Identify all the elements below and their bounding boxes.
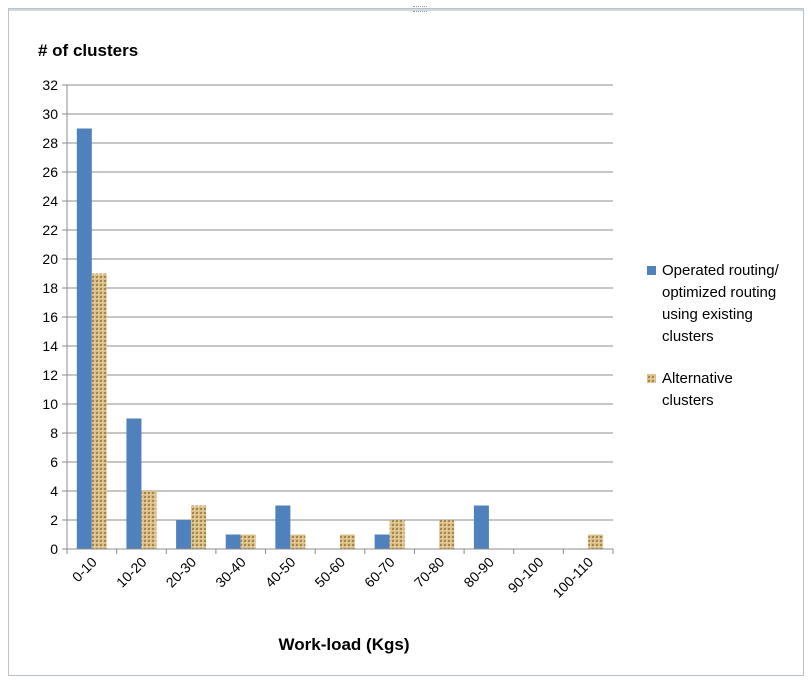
bar-alternative-clusters xyxy=(439,520,455,549)
x-tick-label: 40-50 xyxy=(262,554,299,591)
gridlines xyxy=(62,84,613,550)
x-tick-label: 10-20 xyxy=(113,554,150,591)
y-tick-label: 8 xyxy=(50,425,58,441)
x-axis-title: Work-load (Kgs) xyxy=(279,635,410,654)
bars xyxy=(76,128,604,549)
x-tick-label: 50-60 xyxy=(311,554,348,591)
x-tick-label: 90-100 xyxy=(505,554,547,596)
y-tick-label: 22 xyxy=(42,222,58,238)
y-tick-label: 0 xyxy=(50,541,58,557)
y-tick-label: 18 xyxy=(42,280,58,296)
bar-alternative-clusters xyxy=(340,534,355,549)
legend: Operated routing/optimized routing using … xyxy=(647,262,780,409)
y-tick-label: 12 xyxy=(42,367,58,383)
bar-alternative-clusters xyxy=(240,534,256,549)
bar-alternative-clusters xyxy=(588,534,604,549)
x-tick-label: 30-40 xyxy=(212,554,249,591)
x-tick-label: 0-10 xyxy=(69,554,100,585)
axes xyxy=(66,85,614,554)
y-axis-title: # of clusters xyxy=(38,41,138,60)
chart-frame xyxy=(8,6,804,676)
y-tick-label: 32 xyxy=(42,77,58,93)
y-tick-label: 16 xyxy=(42,309,58,325)
legend-label: optimized routing xyxy=(662,284,776,301)
legend-label: clusters xyxy=(662,328,714,345)
y-tick-label: 14 xyxy=(42,338,58,354)
legend-label: Operated routing/ xyxy=(662,262,780,279)
bar-alternative-clusters xyxy=(91,273,107,549)
bar-operated-routing xyxy=(76,128,92,549)
bar-operated-routing xyxy=(374,534,390,549)
x-tick-label: 70-80 xyxy=(411,554,448,591)
y-tick-label: 28 xyxy=(42,135,58,151)
y-tick-label: 10 xyxy=(42,396,58,412)
legend-label: clusters xyxy=(662,392,714,409)
bar-operated-routing xyxy=(126,418,142,549)
bar-operated-routing xyxy=(225,534,241,549)
legend-label: using existing xyxy=(662,306,753,323)
y-tick-label: 30 xyxy=(42,106,58,122)
y-tick-label: 4 xyxy=(50,483,58,499)
bar-alternative-clusters xyxy=(290,534,306,549)
bar-operated-routing xyxy=(275,505,291,549)
x-tick-label: 100-110 xyxy=(549,554,596,601)
x-tick-label: 80-90 xyxy=(460,554,497,591)
resize-handle[interactable] xyxy=(413,6,427,12)
frame-top-border xyxy=(9,9,803,11)
x-tick-label: 20-30 xyxy=(163,554,200,591)
legend-swatch xyxy=(647,374,656,383)
x-tick-labels: 0-10 10-20 20-30 30-40 40-50 50-60 60-70 70-80 8… xyxy=(69,554,597,601)
bar-alternative-clusters xyxy=(141,491,157,549)
bar-operated-routing xyxy=(473,505,489,549)
y-tick-label: 24 xyxy=(42,193,58,209)
bar-operated-routing xyxy=(176,520,192,549)
legend-label: Alternative xyxy=(662,370,733,387)
bar-alternative-clusters xyxy=(191,505,207,549)
y-tick-label: 2 xyxy=(50,512,58,528)
bar-alternative-clusters xyxy=(389,520,405,549)
legend-swatch xyxy=(647,266,656,275)
y-tick-label: 6 xyxy=(50,454,58,470)
y-tick-label: 20 xyxy=(42,251,58,267)
x-tick-label: 60-70 xyxy=(361,554,398,591)
y-tick-label: 26 xyxy=(42,164,58,180)
